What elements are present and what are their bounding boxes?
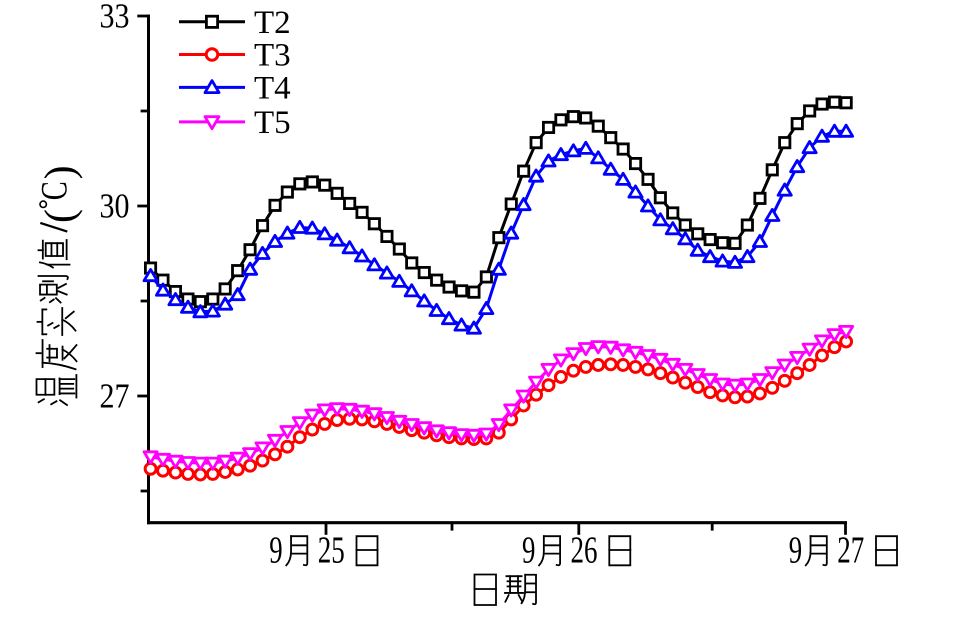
svg-text:T2: T2: [254, 5, 291, 41]
svg-text:9: 9: [789, 529, 802, 571]
svg-text:9: 9: [522, 529, 535, 571]
svg-text:27: 27: [837, 529, 864, 571]
svg-text:30: 30: [100, 187, 130, 226]
svg-text:25: 25: [318, 529, 345, 571]
svg-text:T5: T5: [254, 105, 291, 141]
svg-text:27: 27: [100, 377, 130, 416]
svg-text:26: 26: [571, 529, 598, 571]
svg-text:C: C: [35, 181, 76, 200]
svg-text:33: 33: [100, 0, 130, 36]
svg-text:(: (: [38, 209, 84, 223]
svg-text:T4: T4: [254, 70, 291, 106]
svg-text:T3: T3: [254, 38, 291, 74]
svg-text:9: 9: [269, 529, 282, 571]
svg-text:): ): [38, 165, 84, 179]
